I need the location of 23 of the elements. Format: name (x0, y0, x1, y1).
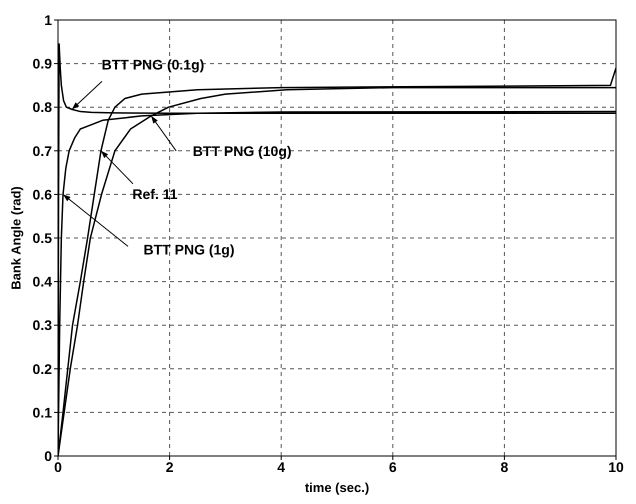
annotation: BTT PNG (1g) (144, 241, 235, 258)
x-tick-label: 4 (277, 458, 286, 475)
x-axis-title: time (sec.) (304, 480, 370, 495)
y-tick-label: 0.5 (32, 230, 52, 246)
y-tick-label: 0.3 (32, 317, 52, 334)
x-tick-label: 8 (500, 458, 508, 475)
y-tick-label: 0.1 (32, 404, 52, 420)
x-tick-label: 0 (54, 458, 62, 475)
y-tick-label: 0.4 (32, 274, 52, 290)
y-tick-label: 0.8 (32, 99, 52, 116)
y-tick-label: 0.6 (32, 186, 52, 202)
y-tick-label: 0.7 (32, 142, 52, 159)
x-tick-label: 6 (388, 458, 397, 475)
y-tick-label: 0.2 (32, 360, 52, 377)
y-tick-label: 0.9 (32, 56, 52, 72)
x-tick-label: 2 (166, 458, 174, 475)
y-tick-label: 1 (44, 12, 52, 28)
y-tick-label: 0 (44, 448, 52, 464)
annotation: BTT PNG (0.1g) (102, 56, 204, 72)
x-tick-label: 10 (608, 458, 624, 475)
annotation: BTT PNG (10g) (192, 142, 292, 159)
y-axis-title: Bank Angle (rad) (8, 186, 24, 290)
annotation: Ref. 11 (132, 186, 178, 202)
